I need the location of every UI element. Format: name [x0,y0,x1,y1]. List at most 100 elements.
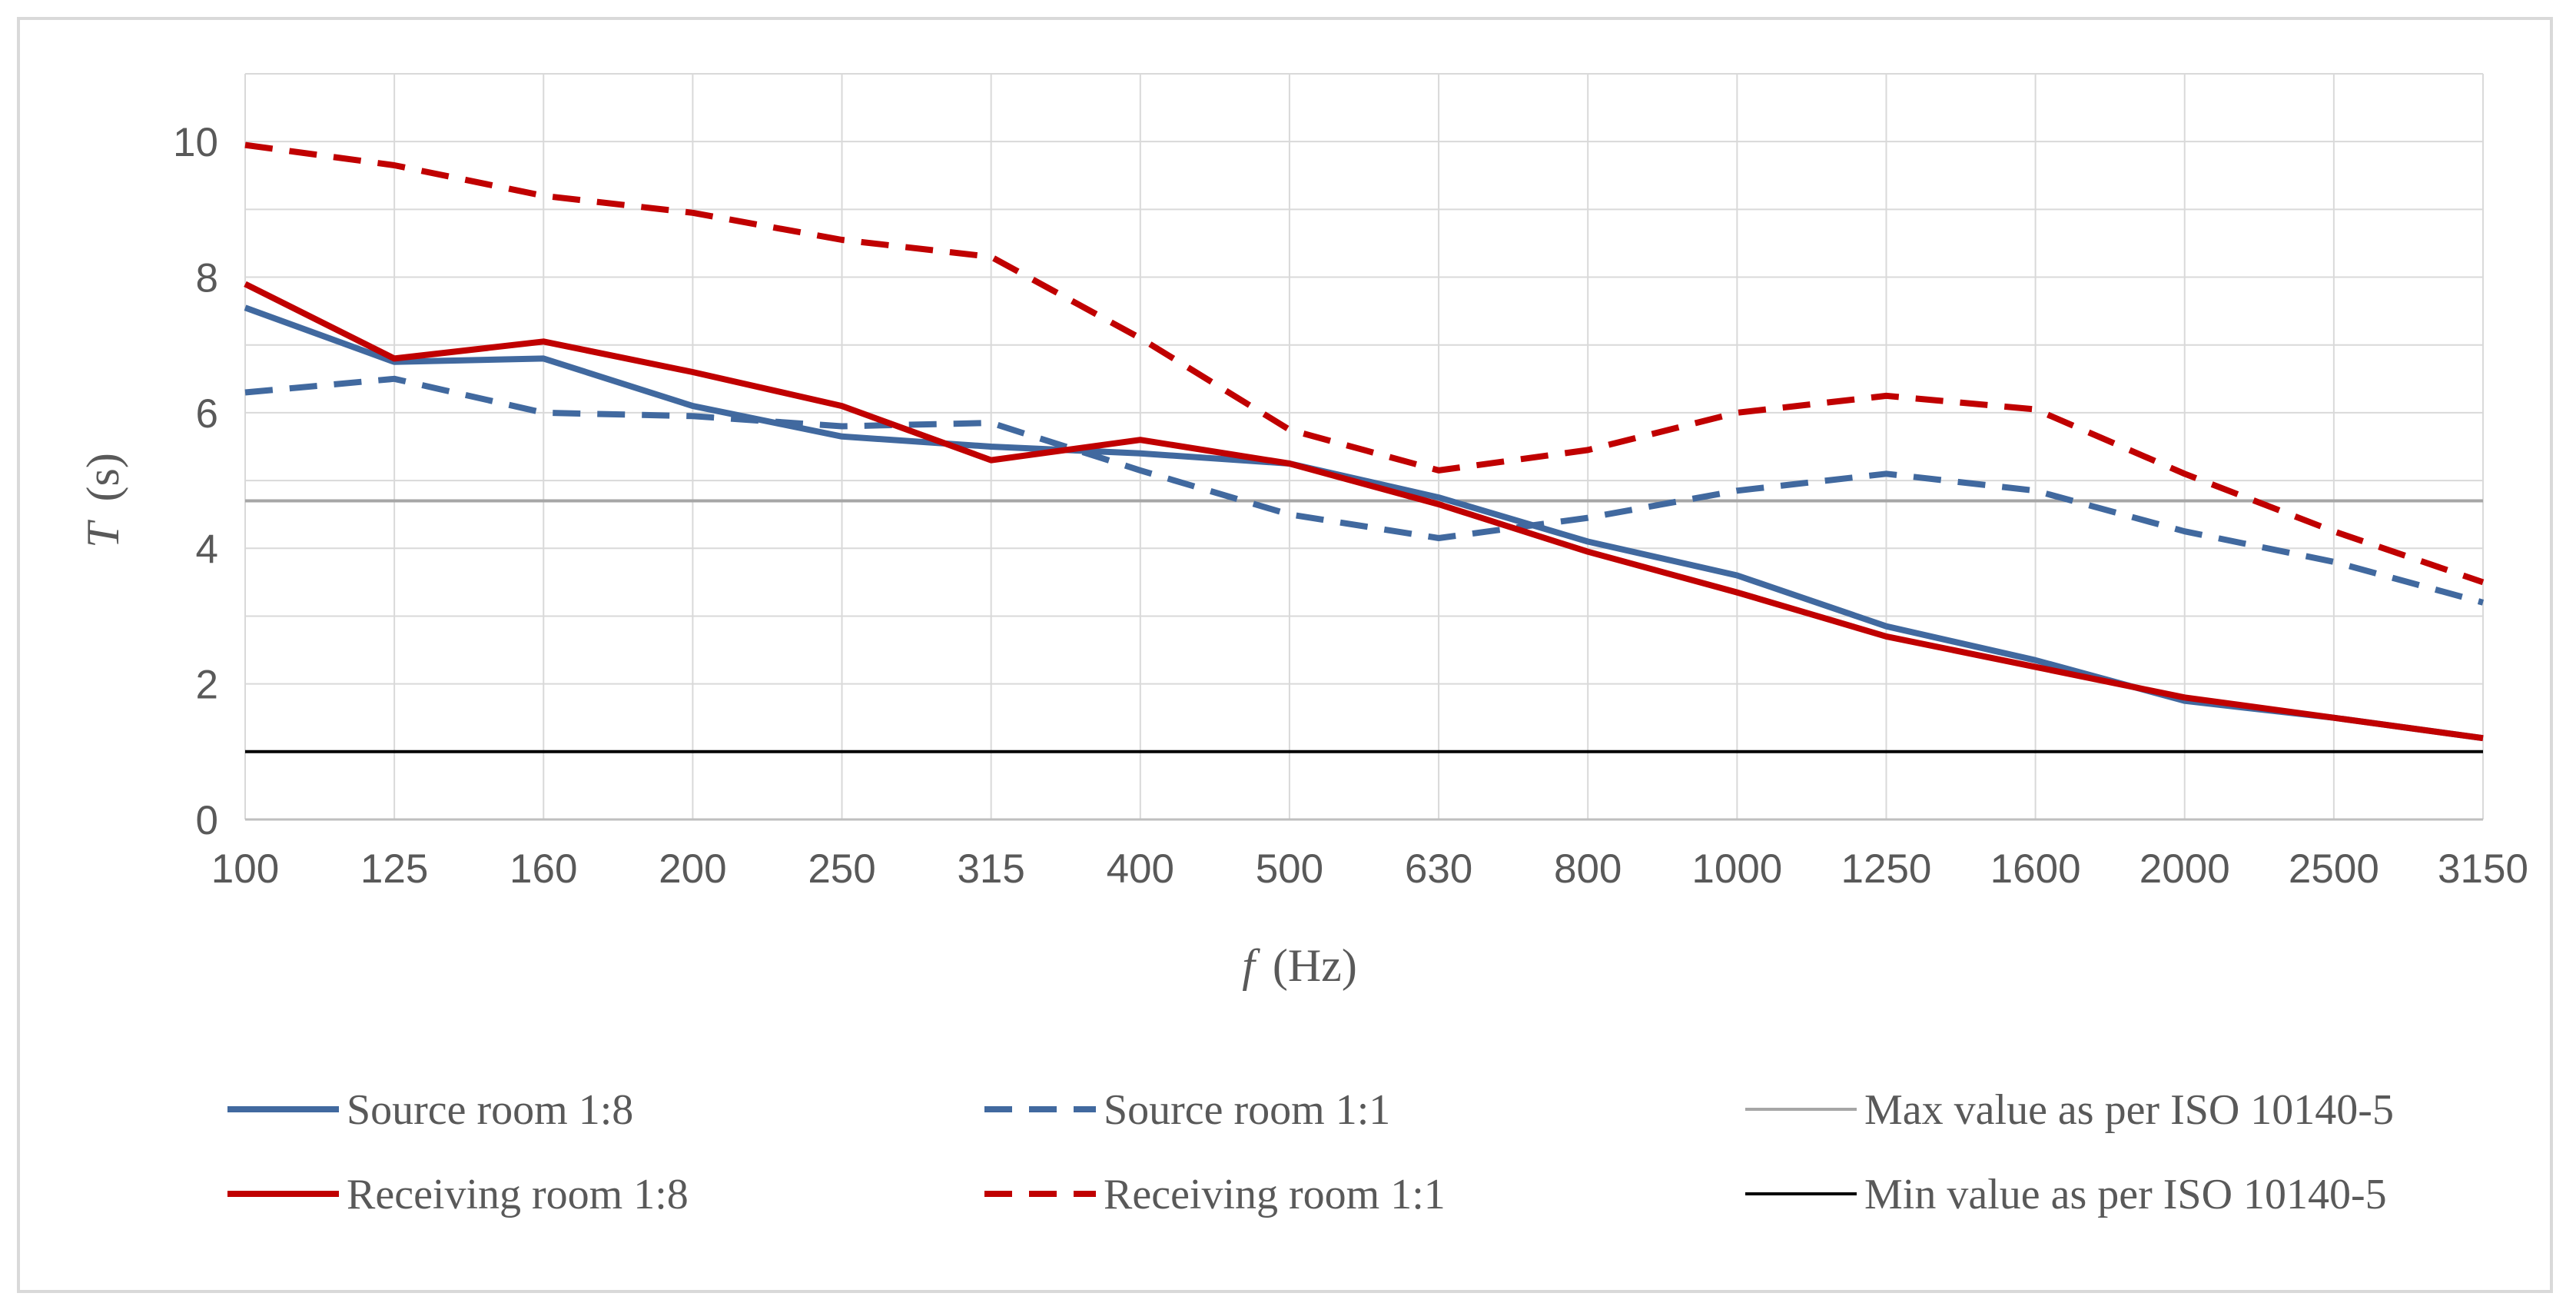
data-point [2482,737,2484,739]
x-axis-title: f (Hz) [1242,940,1357,991]
data-point [2482,751,2484,753]
data-point [1438,504,1439,505]
data-point [244,283,246,284]
data-point [1587,449,1588,450]
data-point [991,256,992,258]
x-tick-label: 400 [1107,846,1174,892]
x-tick-label: 1250 [1841,846,1932,892]
x-tick-label: 100 [211,846,279,892]
data-point [1289,514,1290,515]
data-point [1885,473,1887,474]
data-point [1289,463,1290,464]
data-point [991,460,992,461]
x-tick-label: 500 [1256,846,1323,892]
data-point [842,751,843,753]
data-point [1885,636,1887,637]
y-tick-label: 6 [196,391,218,437]
y-tick-label: 2 [196,663,218,708]
x-tick-label: 2500 [2289,846,2379,892]
data-point [543,500,544,502]
data-point [2333,751,2335,753]
data-point [2333,530,2335,532]
data-point [991,500,992,502]
y-tick-label: 0 [196,798,218,843]
data-point [2035,666,2037,668]
data-point [543,751,544,753]
legend-label: Receiving room 1:1 [1104,1171,1446,1218]
data-point [2035,409,2037,411]
x-tick-label: 2000 [2139,846,2230,892]
data-point [692,751,693,753]
data-point [1289,500,1290,502]
y-tick-label: 8 [196,256,218,301]
data-point [692,405,693,407]
data-point [1140,453,1141,454]
data-point [1736,490,1738,491]
y-axis-unit: (s) [78,453,128,501]
data-point [692,212,693,214]
data-point [1587,500,1588,502]
series-line-4 [244,141,2485,586]
y-axis-title: T (s) [78,453,128,548]
data-point [2184,530,2186,532]
series-line-1 [244,375,2485,606]
data-point [991,446,992,447]
data-point [393,165,395,166]
data-point [1587,517,1588,519]
data-point [991,751,992,753]
data-point [2184,696,2186,698]
y-tick-label: 10 [173,120,218,165]
chart-frame: 0 2 4 6 8 10 100 125 160 200 250 315 400 500 630 800 10… [17,17,2553,1293]
legend-label: Min value as per ISO 10140-5 [1864,1171,2387,1218]
x-tick-label: 160 [510,846,577,892]
data-point [244,391,246,393]
data-point [2482,581,2484,583]
data-point [842,239,843,241]
data-point [692,415,693,417]
x-tick-labels: 100 125 160 200 250 315 400 500 630 800 1000 1250 16… [211,846,2528,892]
x-tick-label: 1000 [1691,846,1782,892]
x-tick-label: 800 [1554,846,1622,892]
data-point [393,500,395,502]
data-point [1587,751,1588,753]
x-tick-label: 1600 [1990,846,2081,892]
data-point [393,357,395,359]
data-point [1140,439,1141,440]
data-point [244,145,246,146]
legend-label: Source room 1:8 [347,1086,633,1134]
data-point [1736,575,1738,577]
data-point [543,357,544,359]
data-point [692,371,693,373]
data-point [1289,751,1290,753]
data-point [1736,592,1738,593]
data-point [1885,751,1887,753]
grid [244,73,2484,821]
data-point [842,405,843,407]
data-point [2035,500,2037,502]
data-point [2333,717,2335,719]
data-point [692,500,693,502]
data-point [543,195,544,197]
legend-label: Receiving room 1:8 [347,1171,689,1218]
x-tick-label: 250 [808,846,875,892]
data-point [1140,500,1141,502]
x-tick-label: 200 [659,846,726,892]
y-tick-labels: 0 2 4 6 8 10 [173,120,218,843]
x-axis-unit: (Hz) [1273,940,1357,991]
x-tick-label: 3150 [2438,846,2528,892]
data-point [393,378,395,380]
legend-label: Source room 1:1 [1104,1086,1390,1134]
data-point [244,751,246,753]
data-point [842,500,843,502]
data-point [991,422,992,424]
data-point [1140,470,1141,471]
data-point [2333,561,2335,563]
data-point [1736,751,1738,753]
data-point [842,426,843,427]
data-point [1438,537,1439,539]
data-point [2035,751,2037,753]
data-point [1885,626,1887,627]
data-point [1587,551,1588,553]
data-point [244,307,246,308]
